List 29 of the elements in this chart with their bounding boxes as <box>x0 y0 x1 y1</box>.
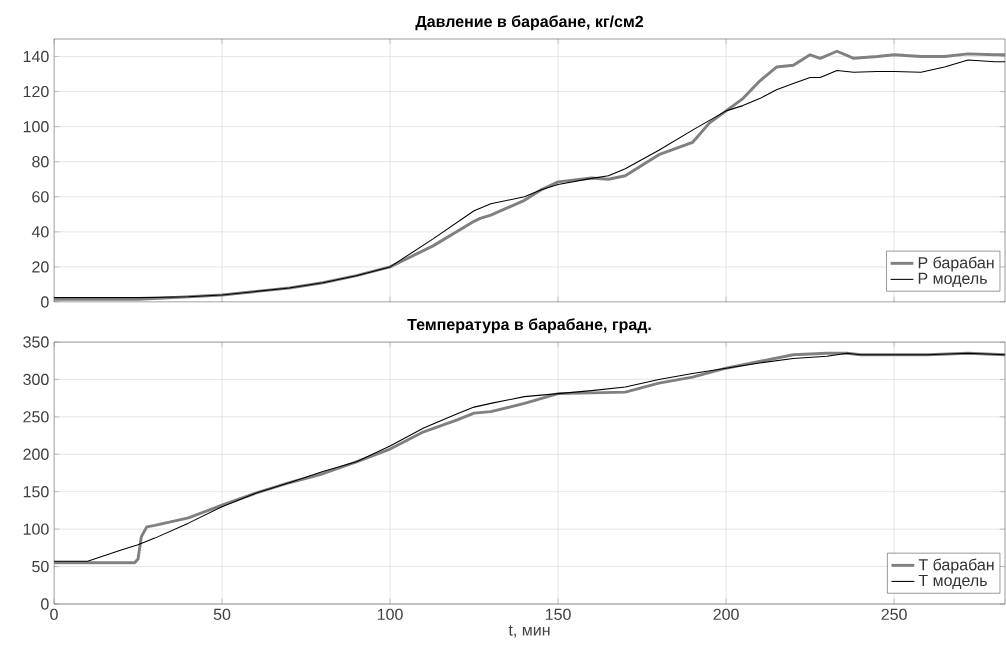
chart-title: Давление в барабане, кг/см2 <box>415 15 644 31</box>
y-tick-label: 200 <box>23 448 49 460</box>
x-tick-label: 0 <box>50 608 58 621</box>
x-tick-label: 50 <box>213 608 231 621</box>
legend-label: T модель <box>918 574 987 590</box>
y-tick-label: 250 <box>23 411 49 423</box>
y-tick-label: 60 <box>32 191 49 203</box>
x-tick-label: 100 <box>377 608 403 621</box>
y-tick-label: 120 <box>23 85 49 98</box>
legend-label: T барабан <box>918 558 994 574</box>
y-tick-label: 100 <box>23 121 49 133</box>
chart-title: Температура в барабане, град. <box>407 318 651 334</box>
y-tick-label: 20 <box>32 261 49 273</box>
y-tick-label: 100 <box>23 523 49 535</box>
x-tick-label: 150 <box>545 608 571 621</box>
y-tick-label: 0 <box>41 598 49 610</box>
y-tick-label: 300 <box>23 373 49 386</box>
y-tick-label: 50 <box>32 560 49 573</box>
y-tick-label: 80 <box>32 156 49 168</box>
y-tick-label: 40 <box>31 226 49 238</box>
y-tick-label: 150 <box>23 486 49 498</box>
x-tick-label: 250 <box>881 608 907 621</box>
legend-label: P барабан <box>918 256 994 272</box>
y-tick-label: 0 <box>41 296 49 308</box>
y-tick-label: 140 <box>23 50 49 63</box>
legend-label: P модель <box>918 272 987 288</box>
y-tick-label: 350 <box>23 336 49 348</box>
x-tick-label: 200 <box>713 608 739 621</box>
x-axis-title: t, мин <box>508 625 550 638</box>
